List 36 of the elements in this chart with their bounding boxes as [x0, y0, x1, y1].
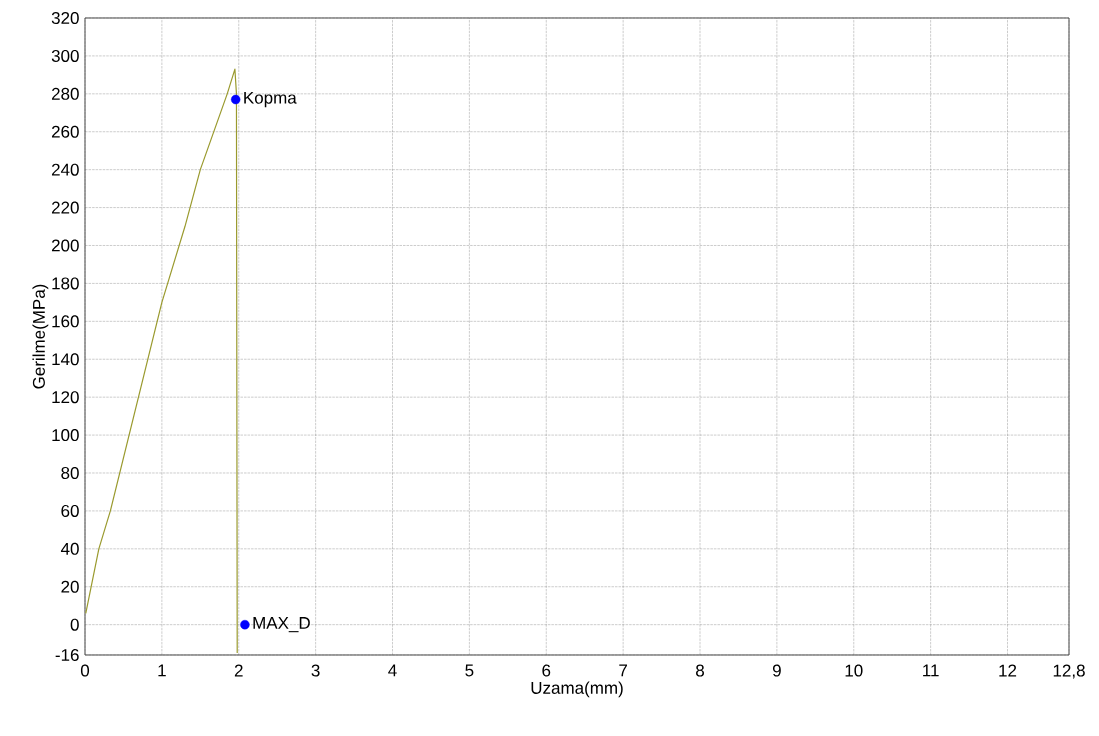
x-tick-label: 5 — [465, 664, 474, 677]
y-axis-title: Gerilme(MPa) — [32, 284, 49, 389]
x-tick-label: 6 — [542, 664, 551, 677]
y-tick-label: 40 — [60, 542, 79, 555]
x-tick-label: 1 — [158, 664, 166, 677]
y-tick-label: 280 — [51, 87, 79, 100]
y-tick-label: 320 — [51, 11, 79, 25]
x-tick-label: 3 — [311, 664, 320, 677]
y-tick-label: 260 — [51, 125, 79, 138]
y-tick-label: -16 — [55, 648, 79, 662]
annotation: Kopma — [244, 91, 297, 108]
annotation: MAX_D — [253, 617, 310, 633]
x-tick-label: 4 — [388, 664, 397, 677]
y-tick-label: 20 — [61, 580, 79, 593]
y-tick-label: 300 — [51, 49, 79, 62]
x-axis-title: Uzama(mm) — [531, 681, 623, 698]
y-tick-label: 180 — [52, 277, 79, 290]
x-tick-label: 7 — [619, 664, 627, 677]
x-tick-label: 0 — [80, 664, 90, 677]
y-tick-label: 0 — [70, 618, 79, 631]
x-tick-label: 12,8 — [1053, 664, 1085, 679]
y-tick-label: 220 — [51, 201, 79, 214]
x-tick-label: 12 — [999, 664, 1017, 677]
y-tick-label: 100 — [52, 429, 79, 442]
x-tick-label: 11 — [923, 664, 939, 677]
y-tick-label: 160 — [52, 315, 79, 328]
x-tick-label: 9 — [772, 664, 781, 677]
x-tick-label: 8 — [696, 664, 704, 677]
x-tick-label: 2 — [234, 664, 243, 677]
y-tick-label: 60 — [61, 504, 79, 517]
y-tick-label: 80 — [61, 466, 79, 480]
y-tick-label: 120 — [52, 391, 79, 404]
y-tick-label: 140 — [52, 353, 79, 366]
y-tick-label: 240 — [51, 163, 79, 176]
y-tick-label: 200 — [51, 239, 79, 252]
x-tick-label: 10 — [845, 664, 863, 677]
